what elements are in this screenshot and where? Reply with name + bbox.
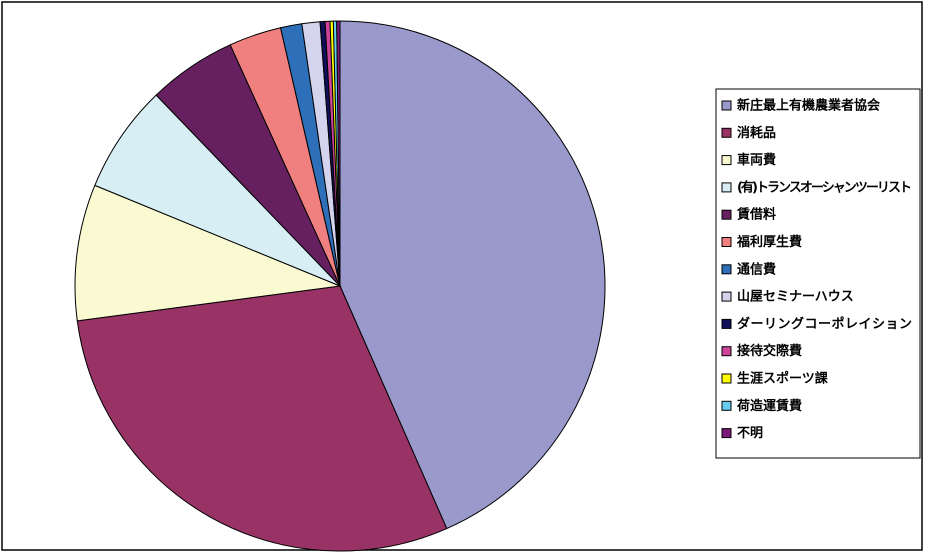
- legend-swatch: [721, 237, 732, 247]
- legend-swatch: [721, 209, 732, 220]
- pie-slice: [336, 20, 341, 287]
- pie-slice: [76, 285, 448, 552]
- legend-label: 荷造運賃費: [736, 398, 802, 414]
- legend-label: 通信費: [737, 261, 776, 277]
- legend-label: 消耗品: [737, 125, 776, 141]
- pie-slice: [74, 184, 342, 322]
- legend-swatch: [721, 318, 732, 329]
- legend-label: 福利厚生費: [736, 234, 802, 250]
- legend-swatch: [721, 346, 732, 357]
- legend-label: 接待交際費: [737, 343, 802, 359]
- legend-label: 山屋セミナーハウス: [737, 289, 854, 305]
- legend-label: 生涯スポーツ課: [737, 371, 829, 387]
- legend-label: 車両費: [737, 152, 776, 168]
- pie-slice: [94, 94, 341, 287]
- pie-slice: [339, 20, 606, 530]
- legend-label: 賃借料: [736, 207, 776, 223]
- legend-swatch: [721, 182, 732, 193]
- legend-swatch: [721, 127, 732, 138]
- legend-swatch: [721, 291, 732, 302]
- legend-box: [715, 88, 921, 459]
- legend-swatch: [721, 155, 732, 166]
- legend-label: ダーリングコーポレイション: [737, 316, 912, 332]
- legend-swatch: [721, 100, 732, 111]
- legend-swatch: [721, 373, 732, 384]
- legend-label: 不明: [737, 426, 763, 441]
- legend-swatch: [721, 264, 732, 275]
- legend-label: (有)トランスオーシャンツーリスト: [737, 179, 912, 195]
- legend-swatch: [721, 428, 732, 439]
- legend-label: 新庄最上有機農業者協会: [737, 98, 881, 114]
- legend-swatch: [721, 400, 732, 411]
